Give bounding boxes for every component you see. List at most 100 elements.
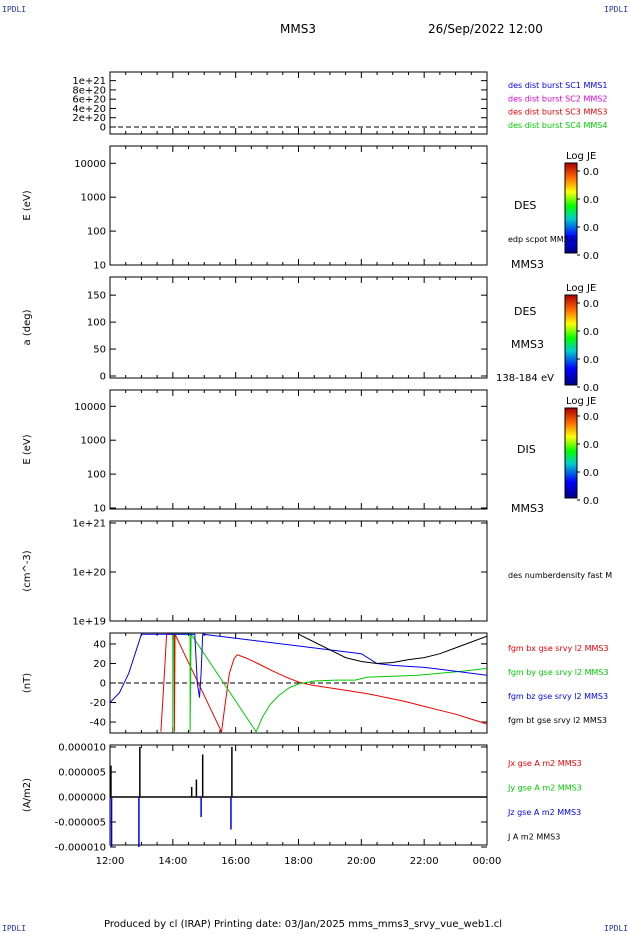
y-tick-label: 50 xyxy=(93,345,106,356)
colorbar-tick-label: 0.0 xyxy=(583,327,599,338)
legend-dist-burst: des dist burst SC4 MMS4 xyxy=(508,121,607,130)
datetime-title: 26/Sep/2022 12:00 xyxy=(428,22,543,36)
y-tick-label: 0 xyxy=(100,372,106,383)
x-tick-label: 16:00 xyxy=(221,856,250,867)
colorbar-title: Log JE xyxy=(566,396,596,407)
corner-label-top-left: IPDLI xyxy=(2,5,27,14)
panel-label-des: DES xyxy=(514,305,536,318)
legend-dist-burst: des dist burst SC2 MMS2 xyxy=(508,94,607,103)
legend-current: Jx gse A m2 MMS3 xyxy=(507,759,582,768)
y-tick-label: 0 xyxy=(100,123,106,134)
y-axis-label: E (eV) xyxy=(22,434,33,464)
panel-label-sc: MMS3 xyxy=(511,258,544,271)
colorbar-title: Log JE xyxy=(566,151,596,162)
y-tick-label: -0.000010 xyxy=(55,843,106,854)
y-axis-label: (nT) xyxy=(22,673,33,693)
panel-label-des: DES xyxy=(514,199,536,212)
panel-label-dis: DIS xyxy=(517,443,536,456)
x-tick-label: 14:00 xyxy=(158,856,187,867)
y-tick-label: 10 xyxy=(93,504,106,515)
colorbar-tick-label: 0.0 xyxy=(583,299,599,310)
legend-current: J A m2 MMS3 xyxy=(507,833,560,842)
panel-frame-des-pitch xyxy=(109,276,488,379)
legend-fgm: fgm bt gse srvy l2 MMS3 xyxy=(508,716,607,725)
y-axis-label: E (eV) xyxy=(22,190,33,220)
y-tick-label: 1000 xyxy=(81,436,106,447)
y-tick-label: 10000 xyxy=(74,402,106,413)
y-tick-label: 10 xyxy=(93,261,106,272)
panel-frame-dist-burst xyxy=(109,71,488,135)
y-tick-label: 100 xyxy=(87,470,106,481)
y-tick-label: 1e+20 xyxy=(72,568,106,579)
colorbar-tick-label: 0.0 xyxy=(583,440,599,451)
corner-label-bottom-left: IPDLI xyxy=(2,924,27,933)
y-tick-label: -40 xyxy=(90,718,106,729)
legend-dist-burst: des dist burst SC3 MMS3 xyxy=(508,108,607,117)
y-tick-label: 40 xyxy=(93,639,106,650)
y-tick-label: 1e+21 xyxy=(72,76,106,87)
y-tick-label: -0.000005 xyxy=(55,818,106,829)
panel-frame-dis-energy xyxy=(109,389,488,510)
legend-dist-burst: des dist burst SC1 MMS1 xyxy=(508,81,607,90)
corner-label-top-right: IPDLI xyxy=(604,5,629,14)
colorbar-tick-label: 0.0 xyxy=(583,383,599,394)
y-tick-label: 10000 xyxy=(74,159,106,170)
colorbar-tick-label: 0.0 xyxy=(583,412,599,423)
y-tick-label: -20 xyxy=(90,698,106,709)
fgm-series-line xyxy=(160,633,487,733)
y-tick-label: 2e+20 xyxy=(72,113,106,124)
legend-density: des numberdensity fast M xyxy=(508,571,612,580)
x-tick-label: 20:00 xyxy=(347,856,376,867)
colorbar-tick-label: 0.0 xyxy=(583,468,599,479)
y-tick-label: 0.000005 xyxy=(58,768,106,779)
panel-frame-current xyxy=(109,744,488,846)
legend-fgm: fgm by gse srvy l2 MMS3 xyxy=(508,668,609,677)
legend-current: Jz gse A m2 MMS3 xyxy=(507,808,581,817)
y-tick-label: 0 xyxy=(100,679,106,690)
colorbar-tick-label: 0.0 xyxy=(583,167,599,178)
colorbar xyxy=(564,294,578,386)
x-tick-label: 18:00 xyxy=(284,856,313,867)
y-axis-label: (A/m2) xyxy=(22,778,33,812)
y-tick-label: 0.000000 xyxy=(58,793,106,804)
colorbar-title: Log JE xyxy=(566,283,596,294)
y-tick-label: 1e+19 xyxy=(72,617,106,628)
y-tick-label: 8e+20 xyxy=(72,85,106,96)
colorbar-tick-label: 0.0 xyxy=(583,223,599,234)
colorbar-tick-label: 0.0 xyxy=(583,195,599,206)
panel-frame-density xyxy=(109,520,488,622)
colorbar-tick-label: 0.0 xyxy=(583,251,599,262)
panel-frame-des-energy xyxy=(109,145,488,266)
x-tick-label: 00:00 xyxy=(473,856,502,867)
legend-fgm: fgm bx gse srvy l2 MMS3 xyxy=(508,644,609,653)
y-tick-label: 6e+20 xyxy=(72,95,106,106)
corner-label-bottom-right: IPDLI xyxy=(604,924,629,933)
y-tick-label: 0.000010 xyxy=(58,743,106,754)
y-tick-label: 100 xyxy=(87,318,106,329)
panel-label-sc: MMS3 xyxy=(511,338,544,351)
panel-label-sc: MMS3 xyxy=(511,502,544,515)
footer-text: Produced by cl (IRAP) Printing date: 03/… xyxy=(104,919,503,930)
y-tick-label: 1000 xyxy=(81,193,106,204)
y-axis-label: a (deg) xyxy=(22,309,33,345)
x-tick-label: 12:00 xyxy=(96,856,125,867)
y-tick-label: 20 xyxy=(93,659,106,670)
panel-label-energy-range: 138-184 eV xyxy=(496,373,554,384)
y-tick-label: 100 xyxy=(87,227,106,238)
x-tick-label: 22:00 xyxy=(410,856,439,867)
legend-fgm: fgm bz gse srvy l2 MMS3 xyxy=(508,692,608,701)
colorbar-tick-label: 0.0 xyxy=(583,355,599,366)
y-axis-label: (cm^-3) xyxy=(22,550,33,591)
legend-current: Jy gse A m2 MMS3 xyxy=(507,784,582,793)
spacecraft-title: MMS3 xyxy=(280,22,316,36)
panel-label-scpot: edp scpot MMS3 xyxy=(508,235,574,244)
fgm-series-line xyxy=(110,633,487,703)
fgm-series-line xyxy=(172,633,487,733)
colorbar-tick-label: 0.0 xyxy=(583,496,599,507)
colorbar xyxy=(564,162,578,254)
colorbar xyxy=(564,407,578,499)
y-tick-label: 150 xyxy=(87,291,106,302)
y-tick-label: 4e+20 xyxy=(72,104,106,115)
y-tick-label: 1e+21 xyxy=(72,519,106,530)
